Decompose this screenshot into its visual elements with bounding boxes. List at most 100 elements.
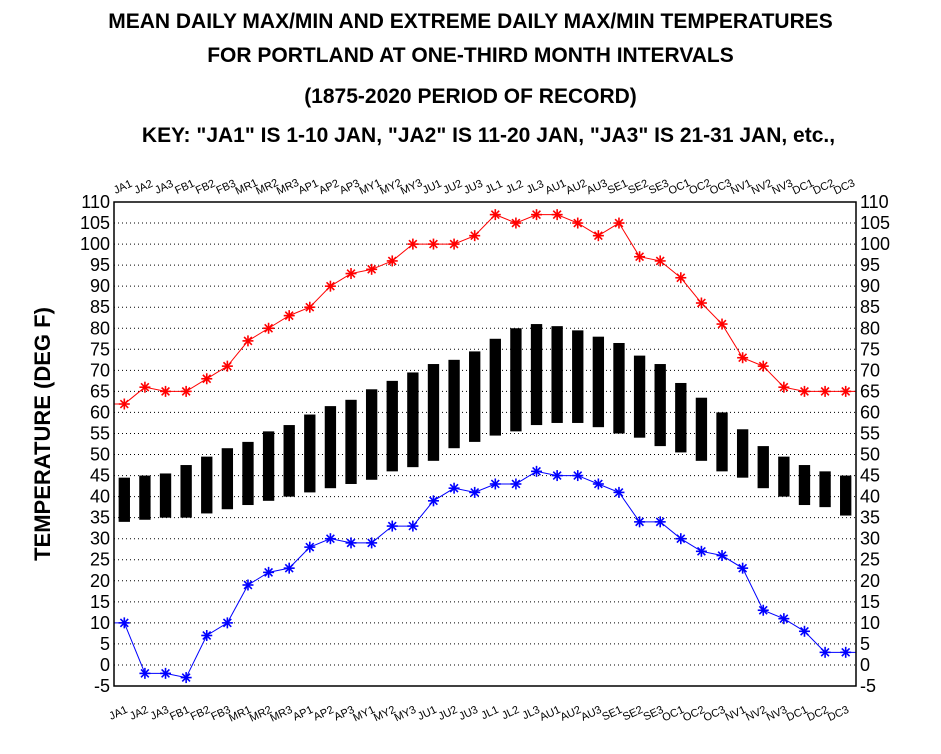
x-tick-label-top: JU2 [441,178,464,197]
mean-range-bar [180,465,192,518]
record-low-marker [531,465,543,477]
right-tick-labels: -505101520253035404550556065707580859095… [860,192,890,696]
y-tick-label-right: 70 [860,360,880,380]
x-tick-label-top: FB2 [194,178,217,197]
record-low-marker [798,625,810,637]
record-high-marker [139,381,151,393]
mean-range-bar [613,342,625,434]
x-tick-label-bottom: JU1 [416,704,439,723]
y-tick-label: 5 [100,634,110,654]
x-tick-label-bottom: JU3 [457,704,480,723]
x-tick-label-bottom: JA1 [107,704,129,723]
mean-range-bar [633,355,646,438]
mean-range-bar [304,414,316,493]
record-low-line [114,470,856,679]
period-of-record: (1875-2020 PERIOD OF RECORD) [304,85,637,108]
x-tick-label-top: JA1 [112,178,134,197]
mean-range-bar [675,382,687,453]
x-tick-label-top: JL3 [525,178,546,196]
record-low-marker [304,541,316,553]
record-low-marker [448,482,460,494]
y-tick-label: 85 [90,297,110,317]
y-tick-label: 35 [90,508,110,528]
mean-range-bar [510,328,522,432]
key-text: KEY: "JA1" IS 1-10 JAN, "JA2" IS 11-20 J… [141,124,836,147]
record-low-marker [386,520,398,532]
record-low-marker [201,629,213,641]
x-tick-label-top: JU1 [421,178,444,197]
y-tick-label-right: 105 [860,213,890,233]
y-tick-label: 15 [90,592,110,612]
record-low-marker [469,486,481,498]
y-tick-label: 40 [90,487,110,507]
record-low-marker [716,550,728,562]
record-low-marker [675,533,687,545]
x-tick-label-top: DC3 [832,177,857,197]
y-tick-label-right: 90 [860,276,880,296]
mean-range-bar [530,324,543,426]
y-axis-label: TEMPERATURE (DEG F) [30,307,55,561]
y-tick-label-right: 55 [860,423,880,443]
x-tick-label-bottom: FB1 [168,704,191,723]
mean-range-bar [221,448,234,510]
left-tick-labels: -505101520253035404550556065707580859095… [80,192,110,696]
x-tick-label-top: JA3 [153,178,175,197]
x-tick-label-bottom: JL1 [479,704,500,722]
y-tick-label: 65 [90,381,110,401]
record-low-marker [427,495,439,507]
record-high-marker [386,255,398,267]
mean-range-bar [840,475,852,516]
record-low-marker [613,486,625,498]
y-tick-label-right: 45 [860,466,880,486]
mean-range-bar [716,412,728,472]
x-tick-label-top: JU3 [462,178,485,197]
record-low-marker [118,617,130,629]
mean-range-bar [407,372,419,468]
record-high-marker [654,255,666,267]
x-tick-label-bottom: FB2 [189,704,212,723]
record-high-marker [263,322,275,334]
mean-range-bar [201,456,213,514]
top-category-labels: JA1JA2JA3FB1FB2FB3MR1MR2MR3AP1AP2AP3MY1M… [112,177,857,198]
record-high-marker [531,209,543,221]
record-low-marker [283,562,295,574]
record-low-marker [407,520,419,532]
record-low-marker [592,478,604,490]
y-tick-label-right: 75 [860,339,880,359]
record-low-marker [572,470,584,482]
record-high-marker [572,217,584,229]
record-low-marker [160,667,172,679]
record-high-marker [448,238,460,250]
record-low-marker [778,613,790,625]
mean-range-bar [324,406,337,489]
y-tick-label: 45 [90,466,110,486]
record-low-marker [654,516,666,528]
y-tick-label: 10 [90,613,110,633]
x-tick-label-bottom: DC3 [826,704,851,724]
record-low-marker [819,646,831,658]
mean-range-bar [427,364,440,461]
y-tick-label-right: 35 [860,508,880,528]
record-high-marker [221,360,233,372]
record-high-marker [592,230,604,242]
x-tick-label-bottom: JA2 [128,704,150,723]
mean-range-bar [139,475,151,520]
y-tick-label-right: 60 [860,402,880,422]
record-low-marker [695,545,707,557]
x-tick-label-top: JA2 [133,178,155,197]
mean-range-bar [448,359,460,449]
plot-frame [113,201,857,687]
record-low-marker [634,516,646,528]
x-tick-label-bottom: MR3 [268,704,294,725]
mean-range-bar [469,351,481,442]
record-high-line [114,214,856,405]
y-tick-label-right: 65 [860,381,880,401]
mean-range-bar [159,473,172,518]
x-tick-label-bottom: JU2 [437,704,460,723]
bottom-category-labels: JA1JA2JA3FB1FB2FB3MR1MR2MR3AP1AP2AP3MY1M… [107,704,851,725]
y-tick-label: 0 [100,655,110,675]
y-tick-label: 95 [90,255,110,275]
record-high-marker [840,385,852,397]
record-high-marker [695,297,707,309]
record-high-marker [757,360,769,372]
